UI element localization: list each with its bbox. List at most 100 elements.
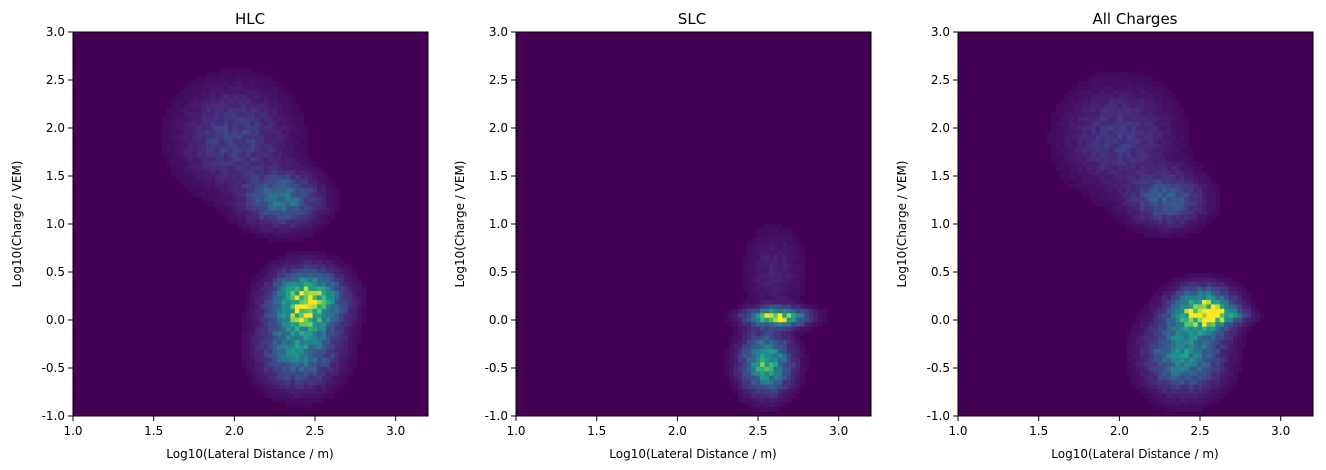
heatmap-cell — [760, 290, 765, 296]
heatmap-cell — [246, 85, 251, 91]
heatmap-cell — [1108, 85, 1114, 91]
heatmap-cell — [321, 308, 327, 314]
heatmap-cell — [1215, 344, 1221, 350]
heatmap-cell — [742, 353, 748, 359]
heatmap-cell — [290, 139, 296, 144]
heatmap-cell — [166, 116, 171, 122]
heatmap-cell — [1153, 384, 1158, 390]
heatmap-cell — [1171, 326, 1176, 332]
heatmap-cell — [206, 165, 211, 171]
heatmap-cell — [782, 232, 787, 238]
heatmap-cell — [175, 174, 180, 180]
heatmap-cell — [210, 152, 216, 158]
heatmap-cell — [294, 389, 300, 394]
heatmap-cell — [308, 228, 313, 234]
heatmap-cell — [308, 313, 313, 319]
heatmap-cell — [308, 170, 313, 176]
heatmap-cell — [1171, 148, 1176, 153]
heatmap-cell — [1117, 219, 1123, 225]
heatmap-cell — [286, 152, 291, 158]
heatmap-cell — [290, 282, 296, 287]
heatmap-cell — [250, 371, 256, 377]
heatmap-cell — [263, 371, 269, 377]
heatmap-cell — [800, 308, 805, 314]
heatmap-cell — [357, 313, 362, 319]
heatmap-cell — [1117, 130, 1123, 135]
heatmap-cell — [201, 161, 207, 167]
heatmap-cell — [1131, 112, 1136, 118]
heatmap-cell — [179, 148, 185, 153]
heatmap-cell — [786, 366, 792, 372]
heatmap-cell — [751, 407, 756, 412]
heatmap-cell — [751, 290, 756, 296]
heatmap-cell — [357, 317, 362, 323]
heatmap-cell — [250, 81, 256, 86]
heatmap-cell — [1179, 116, 1185, 122]
heatmap-cell — [286, 295, 291, 301]
heatmap-cell — [259, 340, 265, 345]
heatmap-cell — [272, 210, 278, 216]
heatmap-cell — [777, 322, 783, 327]
heatmap-cell — [751, 398, 756, 403]
heatmap-cell — [1233, 282, 1238, 287]
heatmap-cell — [1144, 148, 1150, 153]
heatmap-cell — [1135, 228, 1141, 234]
heatmap-cell — [804, 366, 810, 372]
heatmap-cell — [215, 143, 220, 149]
x-axis: 1.0 1.5 2.0 2.5 3.0 Log10(Lateral Distan… — [506, 416, 848, 461]
heatmap-cell — [357, 340, 362, 345]
heatmap-cell — [768, 371, 774, 377]
heatmap-cell — [1162, 349, 1167, 354]
heatmap-cell — [1064, 165, 1070, 171]
heatmap-cell — [1153, 165, 1158, 171]
heatmap-cell — [755, 255, 761, 261]
y-tick-label: 1.5 — [931, 169, 950, 183]
heatmap-cell — [263, 228, 269, 234]
heatmap-cell — [237, 224, 242, 229]
heatmap-cell — [183, 98, 189, 104]
heatmap-cell — [286, 224, 291, 229]
heatmap-cell — [1051, 157, 1056, 162]
heatmap-cell — [1086, 134, 1092, 140]
heatmap-cell — [1144, 215, 1150, 220]
heatmap-cell — [1162, 201, 1167, 207]
heatmap-cell — [166, 161, 171, 167]
heatmap-cell — [1206, 304, 1212, 310]
heatmap-cell — [1202, 210, 1207, 216]
heatmap-cell — [325, 206, 331, 211]
heatmap-cell — [782, 295, 787, 301]
heatmap-cell — [330, 371, 336, 377]
heatmap-cell — [206, 125, 211, 131]
heatmap-cell — [1171, 331, 1176, 336]
heatmap-cell — [268, 362, 273, 368]
heatmap-cell — [1108, 192, 1114, 198]
heatmap-cell — [1148, 179, 1154, 185]
heatmap-cell — [1202, 335, 1207, 341]
heatmap-cell — [1077, 165, 1083, 171]
heatmap-cell — [1100, 121, 1105, 127]
heatmap-cell — [286, 317, 291, 323]
heatmap-cell — [290, 393, 296, 399]
heatmap-cell — [330, 273, 336, 278]
heatmap-cell — [1153, 94, 1158, 100]
heatmap-cell — [317, 331, 322, 336]
heatmap-cell — [1064, 112, 1070, 118]
heatmap-cell — [215, 183, 220, 189]
heatmap-cell — [330, 308, 336, 314]
heatmap-cell — [183, 165, 189, 171]
heatmap-cell — [1188, 375, 1194, 381]
heatmap-cell — [241, 76, 247, 82]
heatmap-cell — [795, 357, 801, 363]
heatmap-cell — [175, 125, 180, 131]
heatmap-cell — [254, 139, 260, 144]
heatmap-cell — [773, 299, 779, 305]
heatmap-cell — [1215, 197, 1221, 202]
heatmap-cell — [259, 308, 265, 314]
heatmap-cell — [303, 398, 309, 403]
heatmap-cell — [760, 380, 765, 386]
heatmap-cell — [1108, 183, 1114, 189]
heatmap-cell — [277, 380, 282, 386]
heatmap-cell — [232, 130, 238, 135]
heatmap-cell — [317, 268, 322, 274]
heatmap-cell — [1188, 192, 1194, 198]
